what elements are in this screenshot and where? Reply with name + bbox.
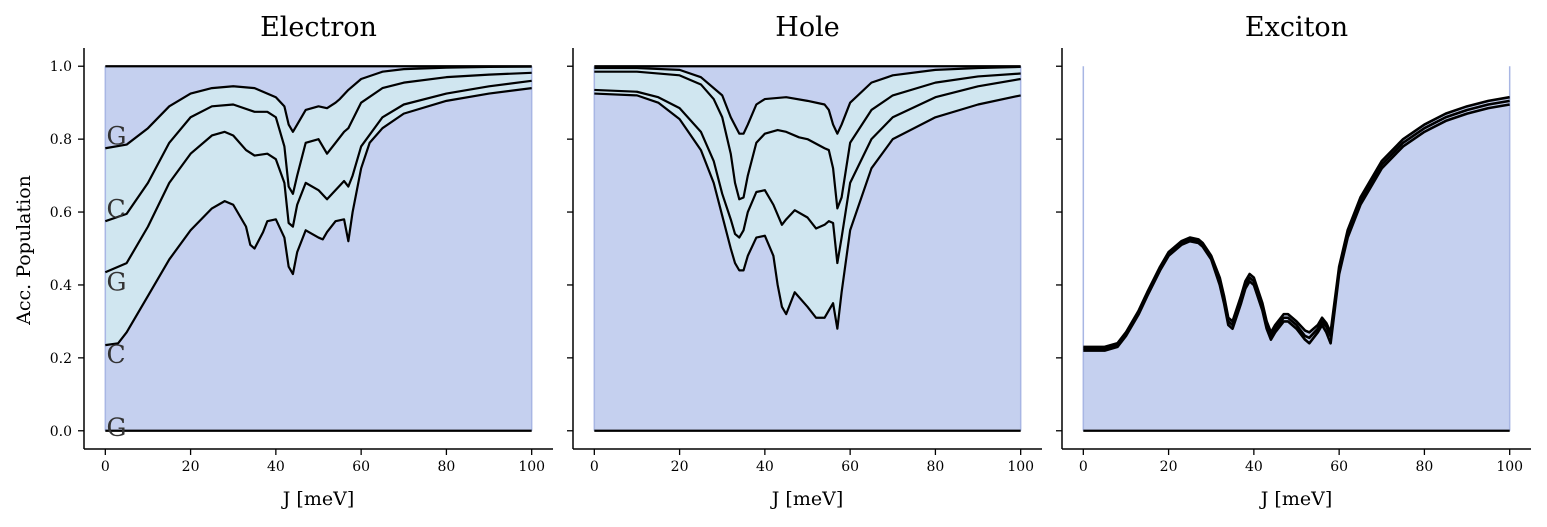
x-tick-label: 80 (1415, 459, 1433, 475)
x-tick-label: 0 (1079, 459, 1088, 475)
x-tick-label: 100 (518, 459, 545, 475)
x-tick-label: 100 (1007, 459, 1034, 475)
y-tick-label: 0.2 (50, 351, 72, 367)
x-tick-label: 40 (267, 459, 285, 475)
x-tick-label: 40 (756, 459, 774, 475)
y-tick-label: 1.0 (50, 59, 72, 75)
y-tick-label: 0.6 (50, 205, 72, 221)
band-fill (105, 80, 532, 346)
y-tick-label: 0.4 (50, 278, 72, 294)
x-tick-label: 60 (841, 459, 859, 475)
band-fill (594, 78, 1021, 329)
y-tick-label: 0.8 (50, 132, 72, 148)
band-fill (594, 71, 1021, 264)
x-tick-label: 20 (671, 459, 689, 475)
band-fill (1083, 104, 1510, 431)
x-tick-label: 80 (926, 459, 944, 475)
x-tick-label: 60 (1330, 459, 1348, 475)
panel-title: Hole (775, 12, 839, 43)
series-line-1 (105, 65, 532, 150)
series-line-4 (594, 92, 1021, 330)
x-axis-label: J [meV] (770, 488, 843, 510)
panel-hole: 0 20 40 60 80 100 Hole J [meV] (567, 12, 1042, 510)
band-label: G (106, 413, 126, 442)
x-tick-label: 40 (1245, 459, 1263, 475)
series-line-1 (594, 65, 1021, 135)
series-line-4 (105, 87, 532, 347)
x-tick-label: 20 (182, 459, 200, 475)
x-tick-label: 60 (352, 459, 370, 475)
series-line-2 (1083, 103, 1510, 352)
panel-title: Electron (260, 12, 377, 43)
series-line-3 (104, 79, 532, 274)
band-fill (105, 72, 532, 273)
panel-electron: 0 20 40 60 80 100 0.0 0.2 0.4 0.6 0.8 1.0 Electron J … (50, 12, 553, 510)
panel-title: Exciton (1245, 12, 1348, 43)
series-line-2 (104, 71, 532, 223)
panel-exciton: 0 20 40 60 80 100 Exciton J [meV] (1056, 12, 1531, 510)
x-tick-label: 80 (437, 459, 455, 475)
x-tick-label: 0 (101, 459, 110, 475)
y-tick-label: 0.0 (50, 424, 72, 440)
y-axis-label: Acc. Population (13, 175, 35, 326)
x-tick-label: 0 (590, 459, 599, 475)
band-label: C (106, 194, 125, 223)
x-tick-label: 100 (1496, 459, 1523, 475)
x-axis-label: J [meV] (281, 488, 354, 510)
band-label: G (106, 267, 126, 296)
band-fill (594, 66, 1021, 209)
band-fill (105, 66, 532, 149)
band-label: G (106, 121, 126, 150)
band-label: C (106, 340, 125, 369)
series-line-2 (594, 70, 1021, 210)
band-fill (594, 93, 1021, 431)
x-tick-label: 20 (1160, 459, 1178, 475)
series-line-3 (594, 77, 1021, 265)
x-axis-label: J [meV] (1259, 488, 1332, 510)
band-fill (105, 88, 532, 431)
